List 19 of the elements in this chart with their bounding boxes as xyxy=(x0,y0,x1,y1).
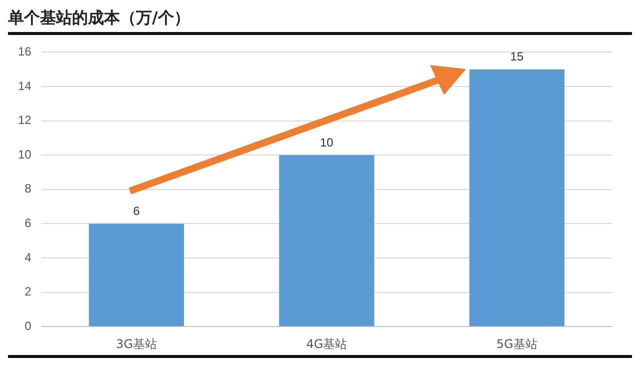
y-tick-label: 0 xyxy=(24,318,32,333)
x-tick-label: 4G基站 xyxy=(306,336,348,351)
bar xyxy=(469,69,564,326)
chart-title: 单个基站的成本（万/个） xyxy=(8,8,191,29)
x-tick-label: 3G基站 xyxy=(116,336,157,351)
y-tick-label: 8 xyxy=(24,182,32,196)
y-tick-label: 2 xyxy=(24,284,32,299)
y-tick-label: 10 xyxy=(18,147,32,162)
y-tick-label: 16 xyxy=(18,44,32,59)
data-label: 6 xyxy=(133,204,140,218)
bar xyxy=(88,224,184,326)
y-tick-label: 6 xyxy=(24,216,32,230)
y-tick-label: 4 xyxy=(24,250,32,264)
data-label: 10 xyxy=(320,135,334,150)
y-tick-label: 14 xyxy=(18,78,32,93)
x-tick-label: 5G基站 xyxy=(496,336,538,351)
data-label: 15 xyxy=(510,50,524,64)
y-tick-label: 12 xyxy=(18,113,32,128)
bar xyxy=(279,155,374,326)
